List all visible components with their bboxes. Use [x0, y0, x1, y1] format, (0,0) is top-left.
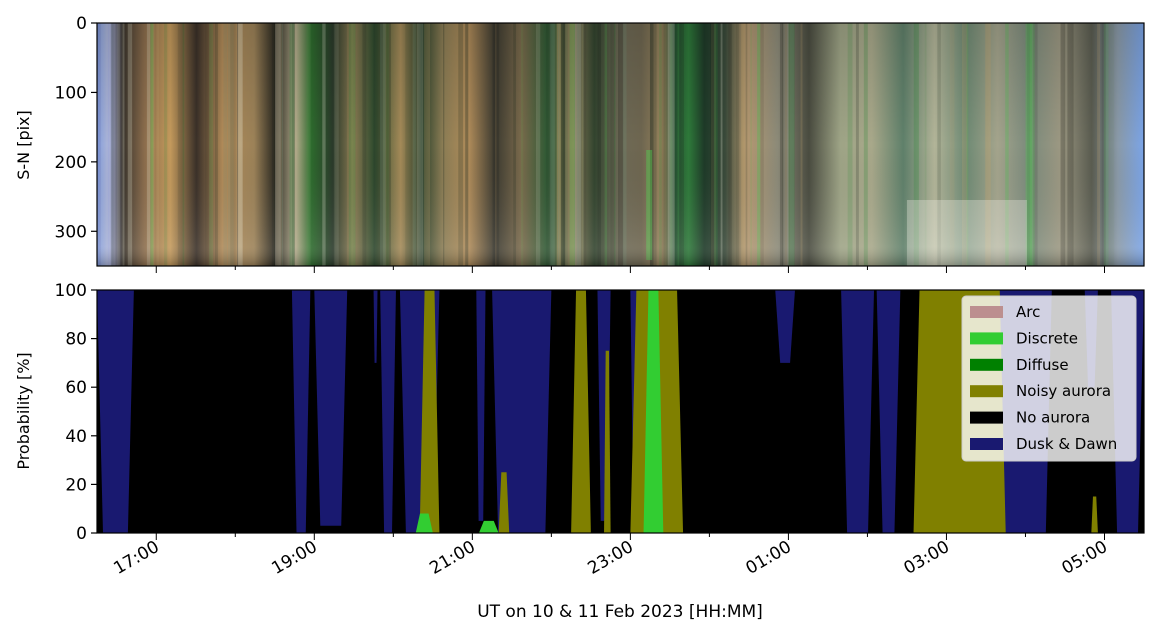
- dusk-dawn-area: [841, 290, 875, 533]
- keogram-panel: 0 100 200 300 S-N [pix]: [14, 14, 1145, 273]
- keogram-shade: [97, 23, 1144, 266]
- classification-x-ticks: 17:00 19:00 21:00 23:00 01:00 03:00 05:00: [110, 533, 1111, 579]
- dusk-dawn-area: [775, 290, 795, 363]
- dusk-dawn-area: [876, 290, 901, 533]
- dusk-dawn-area: [476, 290, 486, 521]
- y-tick-label: 200: [55, 153, 87, 173]
- x-tick-label: 17:00: [110, 537, 162, 579]
- y-tick-label: 100: [55, 281, 87, 301]
- legend-swatch: [970, 358, 1003, 371]
- classification-frame: [96, 289, 1145, 534]
- y-tick-label: 100: [55, 83, 87, 103]
- legend-swatch: [970, 332, 1003, 345]
- x-tick-label: 23:00: [584, 537, 636, 579]
- y-tick-label: 300: [55, 222, 87, 242]
- x-tick-label: 21:00: [426, 537, 478, 579]
- classification-y-ticks: 0 20 40 60 80 100: [55, 281, 97, 544]
- y-tick-label: 0: [76, 524, 87, 544]
- dusk-dawn-area: [373, 290, 378, 363]
- legend: Arc Discrete Diffuse Noisy aurora No aurora D…: [961, 295, 1137, 462]
- noisy-aurora-area: [604, 350, 611, 533]
- dusk-dawn-area: [97, 290, 134, 533]
- noisy-aurora-area: [571, 290, 591, 533]
- y-tick-label: 20: [65, 475, 87, 495]
- legend-swatch: [970, 438, 1003, 450]
- discrete-area: [643, 290, 664, 533]
- y-tick-label: 0: [76, 14, 87, 34]
- y-tick-label: 40: [65, 427, 87, 447]
- x-tick-label: 19:00: [268, 537, 320, 579]
- legend-label: Noisy aurora: [1016, 382, 1111, 400]
- y-tick-label: 80: [65, 330, 87, 350]
- legend-box: [961, 295, 1137, 462]
- discrete-area: [478, 520, 499, 533]
- x-tick-label: 05:00: [1059, 537, 1111, 579]
- x-tick-label: 03:00: [901, 537, 953, 579]
- classification-panel: 0 20 40 60 80 100 17:00 19:00 21:00 23:00 01:00 03…: [14, 281, 1145, 622]
- noisy-aurora-area: [419, 290, 440, 533]
- dusk-dawn-area: [492, 290, 552, 533]
- keogram-y-ticks: 0 100 200 300: [55, 14, 97, 242]
- keogram-x-ticks: [155, 266, 1105, 273]
- x-axis-label: UT on 10 & 11 Feb 2023 [HH:MM]: [477, 602, 763, 622]
- legend-label: No aurora: [1016, 409, 1090, 427]
- legend-swatch: [970, 306, 1003, 318]
- noisy-aurora-area: [498, 472, 510, 533]
- legend-swatch: [970, 385, 1003, 398]
- legend-label: Diffuse: [1016, 356, 1069, 374]
- legend-swatch: [970, 411, 1003, 424]
- dusk-dawn-area: [291, 290, 311, 533]
- legend-label: Dusk & Dawn: [1016, 435, 1117, 453]
- legend-label: Discrete: [1016, 329, 1078, 347]
- x-tick-label: 01:00: [742, 537, 794, 579]
- keogram-frame: [96, 22, 1145, 267]
- keogram-y-label: S-N [pix]: [14, 110, 33, 180]
- y-tick-label: 60: [65, 378, 87, 398]
- legend-label: Arc: [1016, 303, 1040, 321]
- classification-y-label: Probability [%]: [14, 352, 33, 469]
- dusk-dawn-area: [380, 290, 396, 533]
- discrete-area: [415, 513, 433, 533]
- dusk-dawn-area: [314, 290, 348, 526]
- noisy-aurora-area: [1091, 496, 1098, 533]
